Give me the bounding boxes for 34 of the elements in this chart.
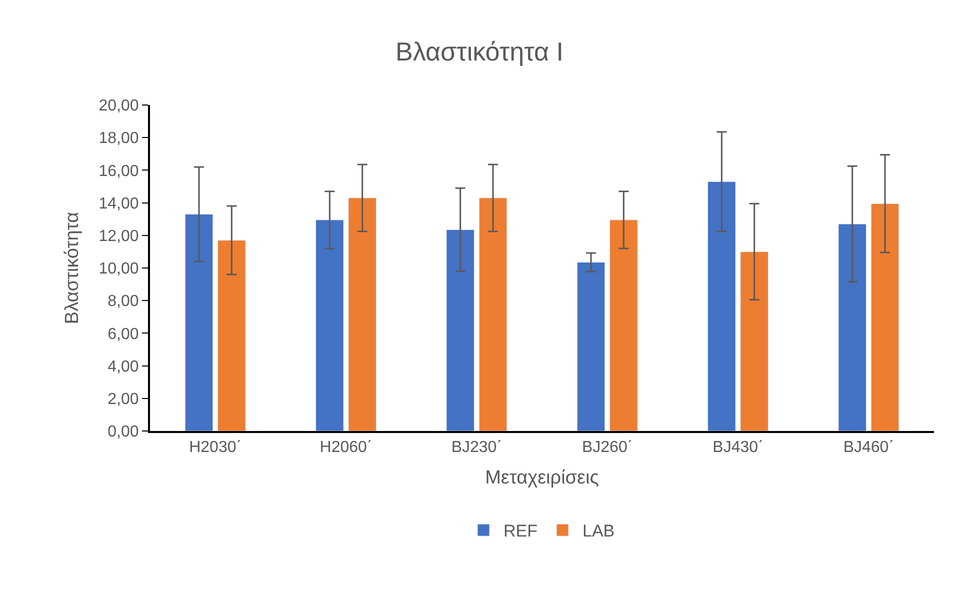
y-tick-label: 12,00	[98, 228, 139, 245]
x-tick-label: BJ460΄	[843, 439, 894, 456]
y-axis-title: Βλαστικότητα	[62, 212, 84, 324]
x-tick-label: BJ230΄	[451, 439, 502, 456]
x-tick-label: H2030΄	[189, 439, 242, 456]
bar	[740, 251, 768, 431]
y-tick-label: 18,00	[98, 130, 139, 148]
bar	[870, 203, 900, 431]
bar	[610, 220, 638, 431]
bar	[838, 224, 866, 431]
y-tick-label: 4,00	[108, 358, 139, 376]
bar	[576, 262, 606, 431]
bar	[708, 181, 736, 431]
bar	[316, 220, 344, 431]
y-tick-label: 0,00	[108, 424, 139, 441]
y-tick-label: 6,00	[108, 326, 139, 343]
y-tick-label: 20,00	[98, 98, 139, 115]
legend-label: REF	[504, 522, 538, 541]
bar	[218, 240, 246, 431]
bar	[348, 198, 376, 431]
x-axis-title: Μεταχειρίσεις	[485, 468, 599, 488]
y-tick-label: 14,00	[98, 195, 139, 212]
x-tick-label: BJ430΄	[712, 439, 764, 456]
bar	[478, 198, 508, 431]
y-tick-label: 16,00	[98, 162, 139, 180]
x-tick-label: BJ260΄	[582, 439, 633, 456]
x-tick-label: H2060΄	[320, 439, 372, 456]
y-tick-label: 10,00	[98, 260, 139, 278]
bar	[184, 214, 214, 431]
y-tick-label: 2,00	[108, 391, 139, 408]
legend-label: LAB	[582, 522, 615, 541]
bar	[446, 229, 474, 431]
y-tick-label: 8,00	[108, 293, 139, 310]
chart-title: Βλαστικότητα Ι	[396, 36, 564, 67]
